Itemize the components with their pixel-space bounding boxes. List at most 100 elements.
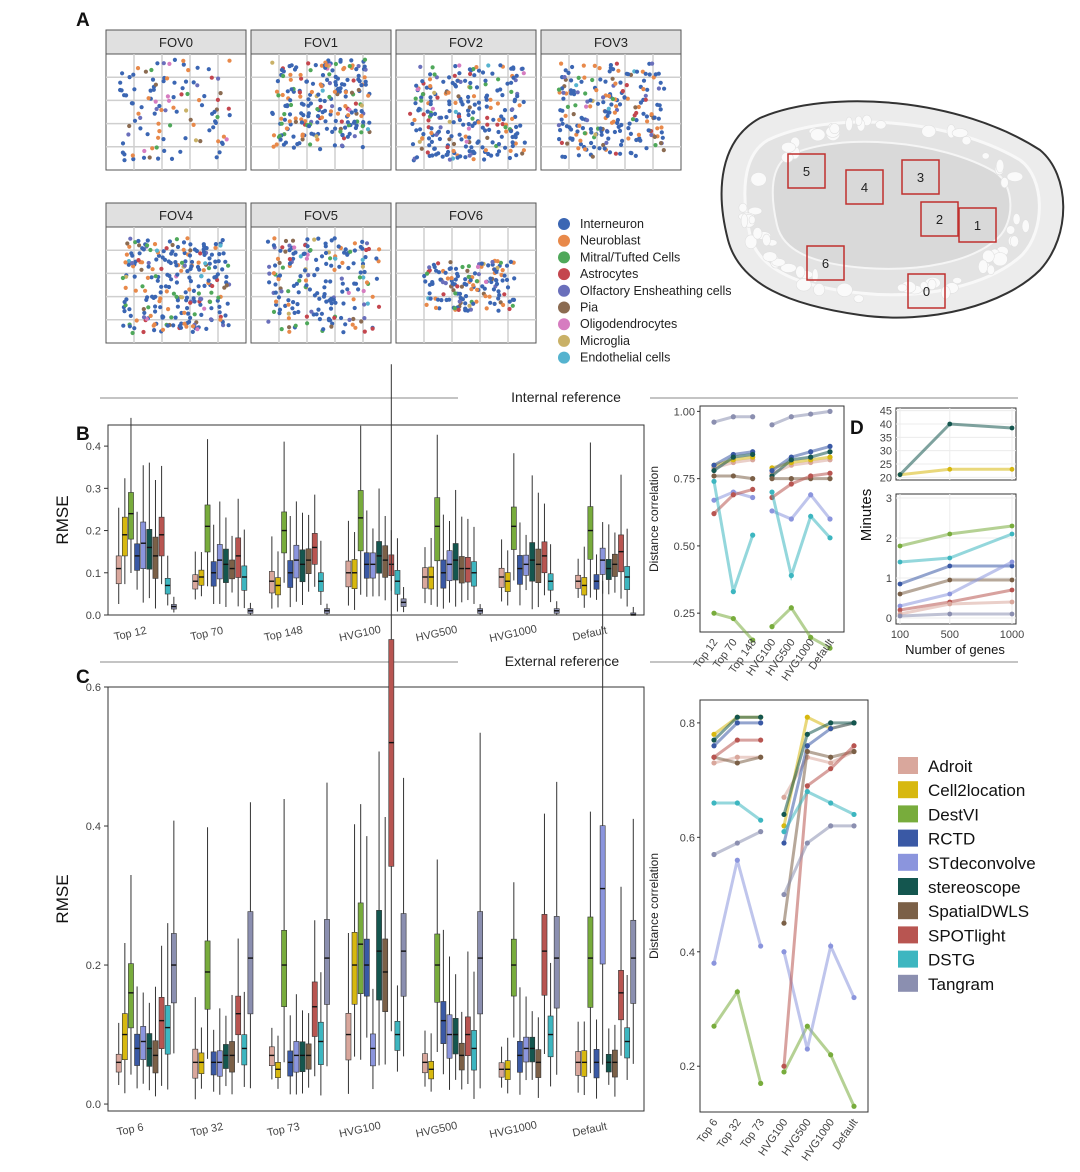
cell-point bbox=[319, 83, 324, 89]
cell-point bbox=[291, 145, 296, 150]
series-point bbox=[828, 1052, 834, 1058]
box bbox=[363, 552, 370, 579]
cell-point bbox=[138, 126, 143, 131]
method-legend-key bbox=[898, 950, 918, 968]
series-point bbox=[730, 615, 736, 622]
box bbox=[345, 1013, 352, 1061]
cell-point bbox=[270, 60, 275, 65]
cell-point bbox=[612, 129, 618, 135]
cell-point bbox=[337, 264, 342, 269]
cell-point bbox=[439, 298, 444, 303]
cell-point bbox=[451, 141, 457, 147]
cell-point bbox=[345, 120, 350, 125]
external-reference-title: External reference bbox=[505, 653, 620, 669]
box bbox=[581, 1050, 588, 1077]
cell-point bbox=[130, 261, 135, 266]
box bbox=[612, 553, 618, 577]
cell-point bbox=[267, 264, 272, 269]
cell-point bbox=[468, 80, 473, 86]
cell-point bbox=[351, 78, 356, 83]
cell-point bbox=[471, 67, 476, 72]
cell-point bbox=[429, 139, 434, 144]
cell-point bbox=[429, 130, 434, 136]
cell-point bbox=[314, 257, 319, 262]
glomerulus bbox=[750, 172, 767, 187]
glomerulus bbox=[1021, 219, 1030, 233]
cell-point bbox=[217, 252, 222, 257]
box bbox=[440, 559, 447, 589]
box bbox=[612, 1049, 618, 1078]
cell-point bbox=[287, 119, 292, 124]
cell-point bbox=[482, 157, 487, 162]
box bbox=[434, 933, 441, 1003]
series-line bbox=[771, 409, 831, 427]
y-tick-label: 0.8 bbox=[680, 718, 695, 730]
box bbox=[115, 555, 122, 585]
cell-point bbox=[620, 138, 625, 143]
cell-point bbox=[341, 301, 346, 306]
series-point bbox=[781, 840, 787, 846]
series-point bbox=[734, 760, 740, 766]
cell-point bbox=[359, 130, 364, 135]
cell-point bbox=[514, 124, 519, 130]
series-line bbox=[771, 471, 831, 499]
cell-point bbox=[490, 71, 495, 76]
cell-point bbox=[575, 129, 580, 134]
cell-point bbox=[192, 299, 197, 304]
series-point bbox=[730, 589, 736, 595]
box bbox=[357, 902, 364, 994]
cell-point bbox=[460, 264, 465, 270]
box bbox=[422, 567, 428, 589]
box bbox=[400, 913, 407, 997]
y-tick-label: 0.2 bbox=[680, 1061, 695, 1073]
cell-point bbox=[597, 146, 602, 151]
cell-point bbox=[451, 288, 456, 293]
cell-point bbox=[595, 101, 601, 106]
methods-legend: Adroit Cell2location DestVI RCTD STdeconvolv… bbox=[898, 757, 1036, 994]
cell-point bbox=[282, 112, 287, 117]
cell-point bbox=[166, 98, 172, 103]
x-tick-label: HVG1000 bbox=[488, 623, 538, 645]
cell-point bbox=[145, 275, 150, 280]
cell-point bbox=[213, 242, 218, 247]
cell-point bbox=[472, 121, 477, 126]
cell-point bbox=[578, 142, 584, 147]
box bbox=[164, 1005, 171, 1055]
cell-point bbox=[589, 140, 594, 146]
box bbox=[593, 1049, 600, 1079]
cell-point bbox=[564, 124, 570, 129]
cell-point bbox=[641, 87, 646, 92]
cell-point bbox=[459, 99, 464, 104]
x-tick-label: HVG500 bbox=[415, 624, 459, 645]
cell-point bbox=[212, 275, 217, 280]
cell-point bbox=[614, 104, 619, 109]
glomerulus bbox=[897, 283, 908, 292]
y-tick-label: 0.25 bbox=[674, 608, 695, 620]
series-point bbox=[734, 857, 740, 863]
cell-point bbox=[502, 108, 508, 113]
glomerulus bbox=[927, 278, 937, 291]
cell-point bbox=[475, 287, 480, 292]
cell-point bbox=[159, 266, 164, 271]
box bbox=[146, 529, 153, 570]
cell-point bbox=[186, 68, 191, 73]
series-point bbox=[828, 823, 834, 829]
y-tick-label: 0.4 bbox=[86, 821, 101, 833]
cell-point bbox=[484, 306, 489, 311]
cell-point bbox=[424, 302, 429, 307]
cell-point bbox=[181, 247, 186, 252]
series-point bbox=[1009, 563, 1015, 569]
box bbox=[164, 578, 171, 595]
cell-point bbox=[457, 71, 462, 76]
cell-point bbox=[272, 236, 277, 241]
cell-point bbox=[435, 297, 441, 302]
cell-point bbox=[445, 129, 451, 135]
cell-type-legend-key bbox=[558, 351, 570, 364]
fov-location-box bbox=[920, 201, 959, 237]
cell-point bbox=[318, 98, 323, 103]
cell-point bbox=[352, 248, 357, 253]
glomerulus bbox=[981, 152, 990, 160]
fov-location-label: 4 bbox=[861, 180, 868, 195]
y-tick-label: 2 bbox=[886, 533, 892, 545]
cell-point bbox=[646, 128, 651, 133]
